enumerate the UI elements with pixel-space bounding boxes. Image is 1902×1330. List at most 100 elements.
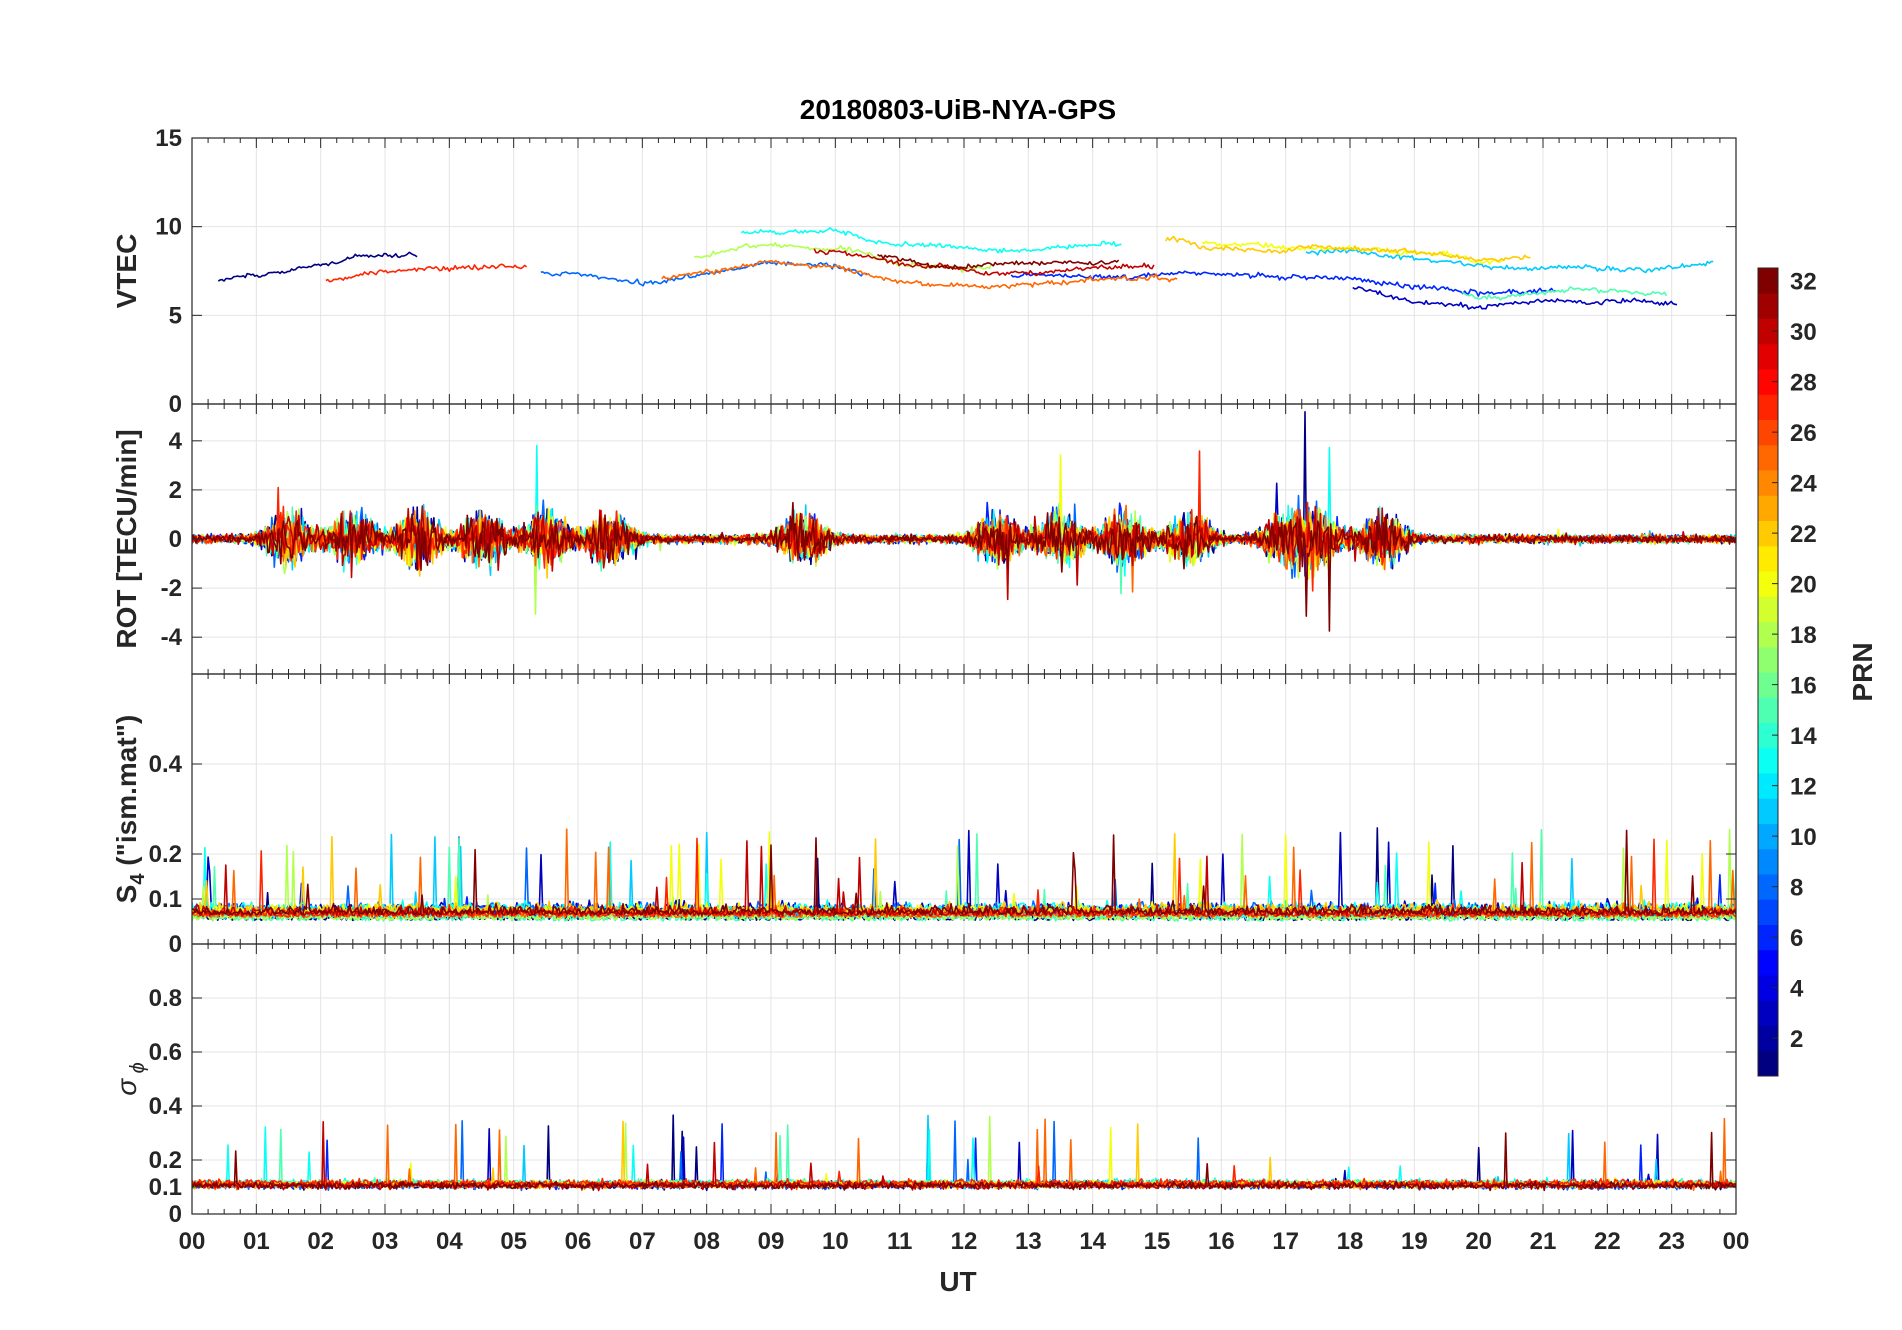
colorbar-step-20 bbox=[1758, 571, 1778, 597]
xtick-label-10: 10 bbox=[822, 1228, 849, 1255]
xtick-label-11: 11 bbox=[887, 1228, 912, 1255]
series-sigma_phi-prn-32 bbox=[192, 1131, 1736, 1192]
colorbar-step-22 bbox=[1758, 520, 1778, 547]
series-vtec-prn-11 bbox=[1305, 248, 1714, 274]
panel-s4-ticks bbox=[191, 674, 1737, 945]
ytick-label-vtec-2: 10 bbox=[155, 214, 182, 241]
series-s4-prn-30 bbox=[192, 840, 1736, 917]
xtick-label-24: 00 bbox=[1723, 1228, 1750, 1255]
colorbar-tick-label-7: 16 bbox=[1790, 673, 1817, 700]
colorbar-tick-label-3: 8 bbox=[1790, 875, 1803, 902]
panel-vtec-series bbox=[217, 226, 1714, 310]
colorbar-step-27 bbox=[1758, 394, 1778, 420]
colorbar-step-23 bbox=[1758, 495, 1778, 521]
panel-s4: 0 0.1 0.2 0.4S4 ("ism.mat") bbox=[111, 673, 1737, 958]
colorbar-step-7 bbox=[1758, 899, 1778, 925]
xtick-label-20: 20 bbox=[1465, 1228, 1492, 1255]
colorbar-step-25 bbox=[1758, 444, 1778, 471]
xtick-label-3: 03 bbox=[372, 1228, 399, 1255]
ytick-label-s4-0: 0 bbox=[169, 931, 182, 958]
xtick-label-7: 07 bbox=[629, 1228, 656, 1255]
colorbar-step-26 bbox=[1758, 419, 1778, 446]
colorbar-tick-label-11: 24 bbox=[1790, 471, 1817, 498]
series-rot-prn-32 bbox=[192, 501, 1736, 632]
colorbar-frame bbox=[1757, 267, 1779, 1077]
ylabel-rot: ROT [TECU/min] bbox=[111, 429, 142, 648]
ytick-label-vtec-3: 15 bbox=[155, 125, 182, 152]
colorbar-step-11 bbox=[1758, 798, 1778, 824]
colorbar-tick-label-2: 6 bbox=[1790, 925, 1803, 952]
series-rot-prn-30 bbox=[192, 505, 1736, 601]
ytick-label-s4-3: 0.4 bbox=[149, 751, 183, 778]
colorbar-step-4 bbox=[1758, 975, 1778, 1001]
ytick-label-sigma_phi-2: 0.2 bbox=[149, 1147, 182, 1174]
ytick-label-sigma_phi-5: 0.8 bbox=[149, 985, 182, 1012]
colorbar-step-29 bbox=[1758, 343, 1778, 370]
colorbar-step-31 bbox=[1758, 293, 1778, 319]
colorbar-step-14 bbox=[1758, 722, 1778, 749]
xtick-label-19: 19 bbox=[1401, 1228, 1428, 1255]
colorbar-tick-label-4: 10 bbox=[1790, 824, 1817, 851]
colorbar-step-19 bbox=[1758, 596, 1778, 622]
xtick-label-14: 14 bbox=[1079, 1228, 1106, 1255]
colorbar-step-10 bbox=[1758, 823, 1778, 850]
colorbar-label: PRN bbox=[1847, 642, 1878, 701]
chart-title: 20180803-UiB-NYA-GPS bbox=[800, 94, 1116, 125]
colorbar-step-3 bbox=[1758, 1000, 1778, 1026]
ytick-label-sigma_phi-3: 0.4 bbox=[149, 1093, 183, 1120]
colorbar-tick-label-12: 26 bbox=[1790, 420, 1817, 447]
colorbar-tick-label-5: 12 bbox=[1790, 774, 1817, 801]
xtick-label-16: 16 bbox=[1208, 1228, 1235, 1255]
colorbar-tick-label-8: 18 bbox=[1790, 622, 1817, 649]
colorbar-step-18 bbox=[1758, 621, 1778, 648]
ytick-label-sigma_phi-0: 0 bbox=[169, 1201, 182, 1228]
series-vtec-prn-22 bbox=[1165, 235, 1531, 263]
series-vtec-prn-25 bbox=[661, 259, 1178, 290]
xtick-label-1: 01 bbox=[243, 1228, 270, 1255]
colorbar-step-5 bbox=[1758, 949, 1778, 976]
panel-rot-series bbox=[192, 410, 1736, 632]
panel-rot: -4 -2 0 2 4 ROT [TECU/min] bbox=[111, 403, 1737, 675]
xtick-label-9: 09 bbox=[758, 1228, 785, 1255]
xtick-label-22: 22 bbox=[1594, 1228, 1621, 1255]
xtick-label-21: 21 bbox=[1530, 1228, 1557, 1255]
xtick-label-8: 08 bbox=[693, 1228, 720, 1255]
series-vtec-prn-15 bbox=[1461, 286, 1668, 301]
colorbar-tick-label-9: 20 bbox=[1790, 572, 1817, 599]
xtick-label-12: 12 bbox=[951, 1228, 978, 1255]
ytick-label-rot-0: -4 bbox=[161, 624, 183, 651]
x-axis: 00 01 02 03 04 05 06 07 08 09 10 11 12 13 14 15 16 17 18 19… bbox=[179, 1228, 1750, 1255]
xtick-label-5: 05 bbox=[500, 1228, 527, 1255]
panel-vtec: 0 5 10 15 VTEC bbox=[111, 125, 1737, 418]
colorbar-tick-label-13: 28 bbox=[1790, 370, 1817, 397]
ytick-label-sigma_phi-1: 0.1 bbox=[149, 1174, 182, 1201]
colorbar-step-16 bbox=[1758, 672, 1778, 698]
colorbar-step-24 bbox=[1758, 470, 1778, 496]
series-sigma_phi-prn-27 bbox=[192, 1165, 1736, 1189]
ylabel-vtec: VTEC bbox=[111, 234, 142, 309]
xtick-label-6: 06 bbox=[565, 1228, 592, 1255]
colorbar-step-6 bbox=[1758, 924, 1778, 951]
colorbar-step-21 bbox=[1758, 545, 1778, 572]
series-vtec-prn-32 bbox=[877, 253, 1120, 270]
colorbar-step-17 bbox=[1758, 646, 1778, 673]
xtick-label-17: 17 bbox=[1272, 1228, 1299, 1255]
colorbar-step-32 bbox=[1758, 268, 1778, 294]
colorbar-step-2 bbox=[1758, 1025, 1778, 1052]
xtick-label-13: 13 bbox=[1015, 1228, 1042, 1255]
colorbar-step-28 bbox=[1758, 369, 1778, 395]
panel-sigma_phi-ticks bbox=[191, 944, 1737, 1215]
panel-s4-grid bbox=[192, 674, 1736, 945]
x-axis-label: UT bbox=[939, 1266, 976, 1297]
colorbar-tick-label-14: 30 bbox=[1790, 319, 1817, 346]
series-s4-prn-32 bbox=[192, 829, 1736, 916]
panel-s4-series bbox=[192, 827, 1736, 922]
colorbar-step-30 bbox=[1758, 318, 1778, 345]
ytick-label-sigma_phi-4: 0.6 bbox=[149, 1039, 182, 1066]
panel-sigma_phi-series bbox=[192, 1114, 1736, 1192]
ytick-label-vtec-0: 0 bbox=[169, 391, 182, 418]
panel-sigma_phi: 00.10.2 0.4 0.6 0.8 σ ϕ bbox=[111, 943, 1737, 1228]
series-vtec-prn-1 bbox=[217, 251, 418, 282]
